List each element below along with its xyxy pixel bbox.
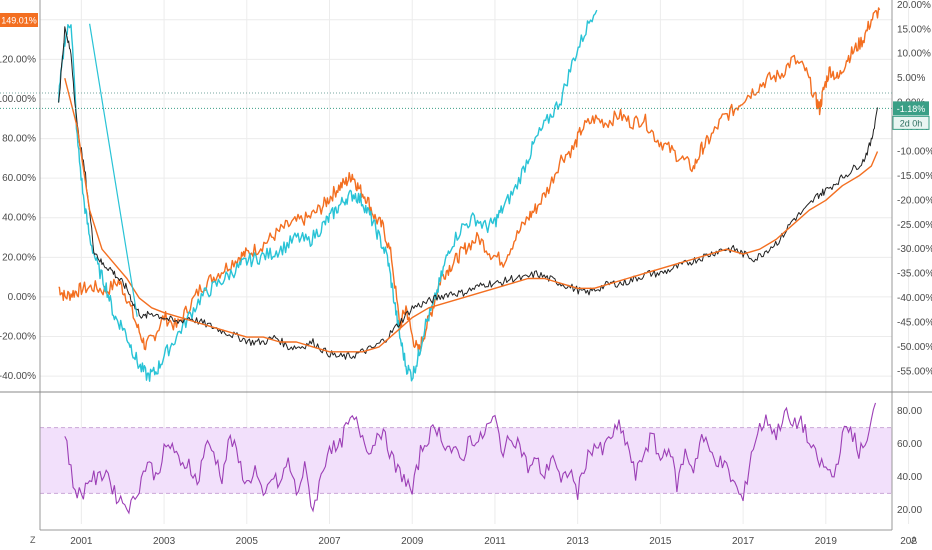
rsi-tick-label: 60.00 (897, 439, 922, 450)
right-price-tag: -1.18% (897, 104, 926, 114)
left-tick-label: 100.00% (0, 94, 36, 105)
rsi-axis[interactable]: 80.00 60.00 40.00 20.00 (897, 406, 922, 516)
x-tick-label: 2007 (318, 536, 341, 547)
right-tick-label: -30.00% (897, 244, 932, 255)
right-tick-label: -10.00% (897, 146, 932, 157)
left-tick-label: 80.00% (2, 134, 36, 145)
left-tick-label: 20.00% (2, 252, 36, 263)
axes-frame (0, 0, 932, 531)
rsi-tick-label: 40.00 (897, 472, 922, 483)
x-tick-label: 2001 (70, 536, 93, 547)
rsi-tick-label: 20.00 (897, 505, 922, 516)
right-tick-label: 5.00% (897, 73, 925, 84)
right-tick-label: 20.00% (897, 0, 931, 11)
left-price-tag: 149.01% (1, 16, 37, 26)
price-tags: 149.01% -1.18% 2d 0h (0, 13, 930, 130)
series-ma (64, 78, 879, 353)
left-tick-label: 40.00% (2, 213, 36, 224)
right-tick-label: -20.00% (897, 195, 932, 206)
series-cyan (57, 9, 598, 382)
rsi-line (64, 402, 877, 515)
right-tick-label: -25.00% (897, 220, 932, 231)
series-orange (58, 7, 881, 354)
series-layer (57, 7, 881, 382)
left-price-tag-bg (0, 13, 38, 27)
series-black (58, 26, 878, 360)
x-tick-label: 2015 (649, 536, 672, 547)
rsi-band (40, 427, 892, 494)
corner-right-label[interactable]: A (911, 535, 918, 545)
right-tick-label: -55.00% (897, 366, 932, 377)
left-axis[interactable]: 140.00%120.00%100.00%80.00%60.00%40.00%2… (0, 15, 36, 382)
corner-left-label[interactable]: Z (30, 535, 36, 545)
series-cyan-ramp (89, 23, 138, 317)
right-tick-label: 15.00% (897, 24, 931, 35)
right-price-tag-bg (893, 101, 929, 116)
right-tick-label: -45.00% (897, 317, 932, 328)
x-tick-label: 2009 (401, 536, 424, 547)
rsi-tick-label: 80.00 (897, 406, 922, 417)
x-tick-label: 2003 (153, 536, 176, 547)
x-tick-label: 2011 (484, 536, 506, 547)
left-tick-label: 0.00% (8, 292, 36, 303)
left-tick-label: -40.00% (0, 371, 36, 382)
x-tick-label: 2019 (815, 536, 838, 547)
right-tick-label: -35.00% (897, 269, 932, 280)
right-tick-label: -50.00% (897, 342, 932, 353)
time-axis[interactable]: 2001 2003 2005 2007 2009 2011 2013 2015 2017 2019… (70, 536, 917, 547)
right-axis[interactable]: 20.00%15.00%10.00%5.00%0.00%-5.00%-10.00… (897, 0, 932, 377)
x-tick-label: 202 (900, 536, 917, 547)
x-tick-label: 2013 (567, 536, 590, 547)
right-tick-label: 10.00% (897, 49, 931, 60)
left-tick-label: 120.00% (0, 54, 36, 65)
x-tick-label: 2005 (236, 536, 259, 547)
rsi-layer (64, 402, 877, 515)
x-tick-label: 2017 (732, 536, 755, 547)
grid (40, 0, 910, 524)
right-tick-label: -40.00% (897, 293, 932, 304)
countdown-tag: 2d 0h (900, 118, 923, 128)
countdown-tag-bg (892, 115, 930, 130)
left-tick-label: 60.00% (2, 173, 36, 184)
right-tick-label: -15.00% (897, 171, 932, 182)
left-tick-label: -20.00% (0, 332, 36, 343)
